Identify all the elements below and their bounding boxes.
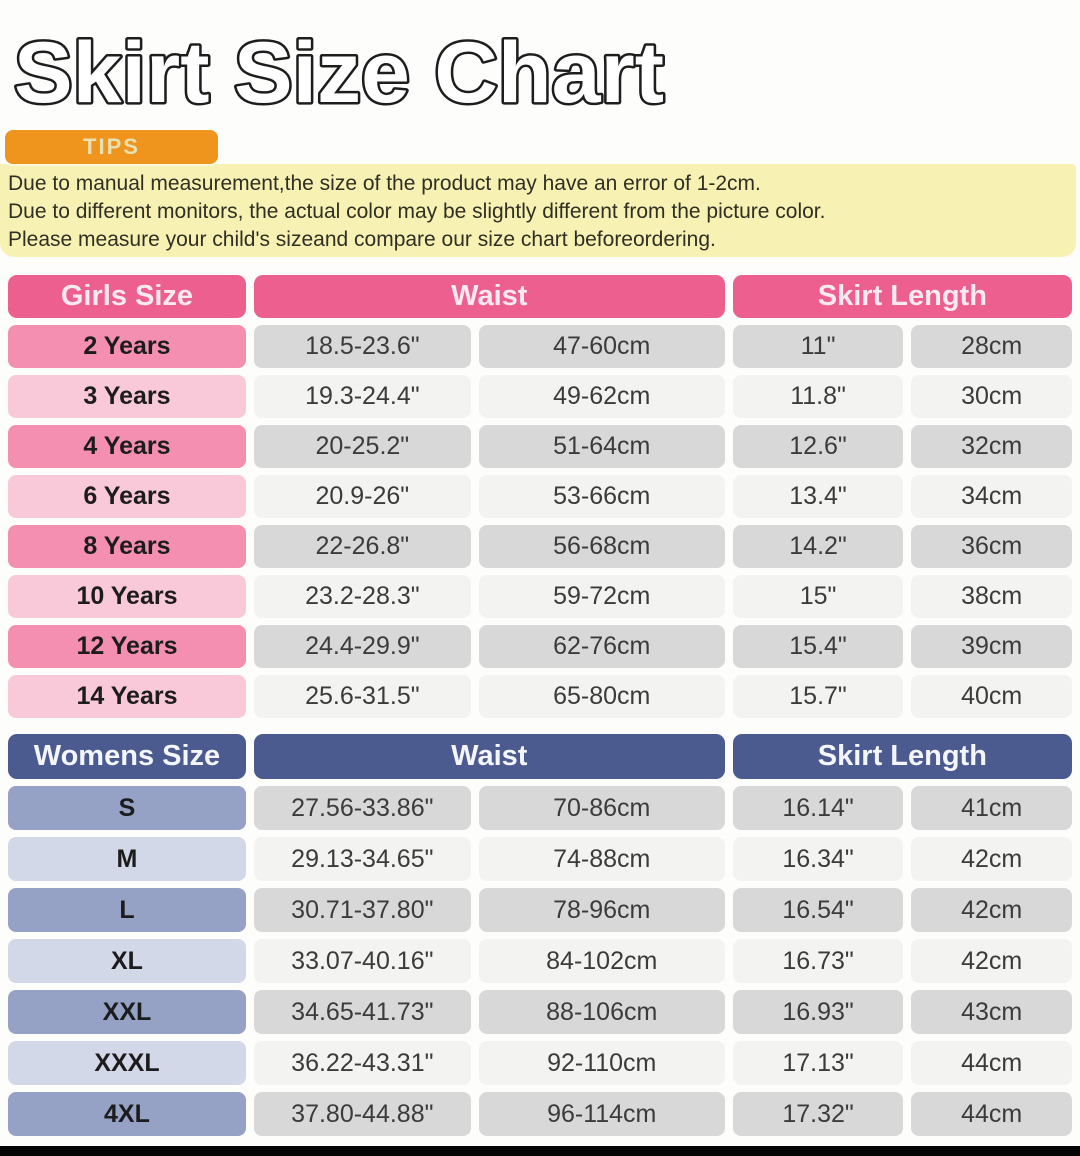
womens-length-cm-cell: 42cm <box>911 837 1072 881</box>
womens-waist-cm-cell: 88-106cm <box>478 990 725 1034</box>
womens-waist-inches-cell: 29.13-34.65" <box>253 837 471 881</box>
girls-length-inches-cell: 15" <box>732 575 904 618</box>
womens-length-inches-cell: 16.34" <box>732 837 904 881</box>
womens-waist-inches-cell: 36.22-43.31" <box>253 1041 471 1085</box>
womens-length-cm-cell: 42cm <box>911 939 1072 983</box>
womens-size-cell: XXL <box>8 990 246 1034</box>
girls-waist-inches-cell: 23.2-28.3" <box>253 575 471 618</box>
bottom-border-bar <box>0 1146 1080 1156</box>
womens-waist-cm-cell: 92-110cm <box>478 1041 725 1085</box>
womens-skirt-length-column-header: Skirt Length <box>732 734 1072 779</box>
girls-waist-inches-cell: 18.5-23.6" <box>253 325 471 368</box>
womens-length-cm-cell: 41cm <box>911 786 1072 830</box>
girls-waist-inches-cell: 20-25.2" <box>253 425 471 468</box>
girls-size-column-header: Girls Size <box>8 275 246 318</box>
womens-size-cell: L <box>8 888 246 932</box>
womens-length-cm-cell: 44cm <box>911 1041 1072 1085</box>
girls-size-cell: 14 Years <box>8 675 246 718</box>
girls-size-cell: 6 Years <box>8 475 246 518</box>
womens-length-cm-cell: 43cm <box>911 990 1072 1034</box>
girls-waist-column-header: Waist <box>253 275 725 318</box>
girls-length-cm-cell: 32cm <box>911 425 1072 468</box>
girls-length-inches-cell: 12.6" <box>732 425 904 468</box>
tips-banner: TIPS <box>5 130 218 164</box>
girls-size-table: Girls Size Waist Skirt Length 2 Years 18.… <box>8 275 1072 718</box>
womens-waist-inches-cell: 27.56-33.86" <box>253 786 471 830</box>
womens-length-inches-cell: 17.32" <box>732 1092 904 1136</box>
womens-waist-cm-cell: 78-96cm <box>478 888 725 932</box>
girls-waist-cm-cell: 53-66cm <box>478 475 725 518</box>
tips-note-box: Due to manual measurement,the size of th… <box>0 164 1076 257</box>
girls-waist-cm-cell: 56-68cm <box>478 525 725 568</box>
girls-waist-cm-cell: 65-80cm <box>478 675 725 718</box>
womens-waist-cm-cell: 96-114cm <box>478 1092 725 1136</box>
womens-waist-inches-cell: 37.80-44.88" <box>253 1092 471 1136</box>
womens-size-cell: S <box>8 786 246 830</box>
title-graphic: Skirt Size Chart <box>12 23 667 124</box>
girls-length-inches-cell: 11" <box>732 325 904 368</box>
girls-size-cell: 3 Years <box>8 375 246 418</box>
girls-waist-inches-cell: 22-26.8" <box>253 525 471 568</box>
girls-length-cm-cell: 34cm <box>911 475 1072 518</box>
tips-line-2: Due to different monitors, the actual co… <box>8 199 826 223</box>
girls-waist-cm-cell: 49-62cm <box>478 375 725 418</box>
womens-length-inches-cell: 16.14" <box>732 786 904 830</box>
womens-length-inches-cell: 16.54" <box>732 888 904 932</box>
womens-length-cm-cell: 42cm <box>911 888 1072 932</box>
girls-length-cm-cell: 38cm <box>911 575 1072 618</box>
girls-length-inches-cell: 11.8" <box>732 375 904 418</box>
womens-waist-inches-cell: 30.71-37.80" <box>253 888 471 932</box>
girls-length-cm-cell: 40cm <box>911 675 1072 718</box>
womens-waist-inches-cell: 33.07-40.16" <box>253 939 471 983</box>
girls-length-cm-cell: 28cm <box>911 325 1072 368</box>
womens-size-cell: XL <box>8 939 246 983</box>
womens-length-inches-cell: 17.13" <box>732 1041 904 1085</box>
womens-size-table: Womens Size Waist Skirt Length S 27.56-33… <box>8 734 1072 1136</box>
girls-length-cm-cell: 39cm <box>911 625 1072 668</box>
womens-waist-column-header: Waist <box>253 734 725 779</box>
womens-length-inches-cell: 16.73" <box>732 939 904 983</box>
girls-waist-inches-cell: 25.6-31.5" <box>253 675 471 718</box>
girls-size-cell: 2 Years <box>8 325 246 368</box>
girls-waist-cm-cell: 51-64cm <box>478 425 725 468</box>
girls-length-cm-cell: 36cm <box>911 525 1072 568</box>
womens-size-cell: M <box>8 837 246 881</box>
girls-waist-cm-cell: 62-76cm <box>478 625 725 668</box>
womens-waist-inches-cell: 34.65-41.73" <box>253 990 471 1034</box>
girls-length-inches-cell: 13.4" <box>732 475 904 518</box>
girls-size-cell: 10 Years <box>8 575 246 618</box>
girls-waist-cm-cell: 59-72cm <box>478 575 725 618</box>
girls-length-inches-cell: 14.2" <box>732 525 904 568</box>
tips-line-3: Please measure your child's sizeand comp… <box>8 227 716 251</box>
girls-size-cell: 12 Years <box>8 625 246 668</box>
girls-length-inches-cell: 15.7" <box>732 675 904 718</box>
title-area: Skirt Size Chart <box>0 0 1080 128</box>
page-title: Skirt Size Chart <box>14 25 664 121</box>
tips-line-1: Due to manual measurement,the size of th… <box>8 172 761 195</box>
womens-size-cell: 4XL <box>8 1092 246 1136</box>
womens-size-column-header: Womens Size <box>8 734 246 779</box>
womens-waist-cm-cell: 70-86cm <box>478 786 725 830</box>
girls-length-inches-cell: 15.4" <box>732 625 904 668</box>
womens-waist-cm-cell: 84-102cm <box>478 939 725 983</box>
womens-waist-cm-cell: 74-88cm <box>478 837 725 881</box>
tips-banner-label: TIPS <box>83 134 140 159</box>
womens-size-cell: XXXL <box>8 1041 246 1085</box>
girls-size-cell: 4 Years <box>8 425 246 468</box>
girls-waist-inches-cell: 19.3-24.4" <box>253 375 471 418</box>
girls-skirt-length-column-header: Skirt Length <box>732 275 1072 318</box>
womens-length-cm-cell: 44cm <box>911 1092 1072 1136</box>
girls-length-cm-cell: 30cm <box>911 375 1072 418</box>
girls-waist-cm-cell: 47-60cm <box>478 325 725 368</box>
girls-waist-inches-cell: 24.4-29.9" <box>253 625 471 668</box>
girls-size-cell: 8 Years <box>8 525 246 568</box>
womens-length-inches-cell: 16.93" <box>732 990 904 1034</box>
girls-waist-inches-cell: 20.9-26" <box>253 475 471 518</box>
